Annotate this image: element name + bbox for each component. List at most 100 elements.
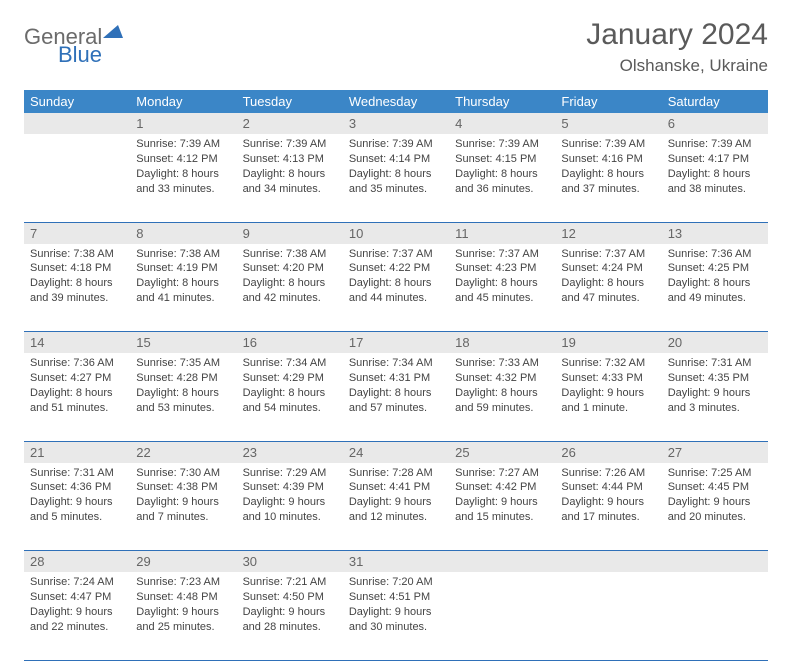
daylight-text: Daylight: 8 hours and 41 minutes.	[136, 276, 230, 306]
day-number: 18	[449, 332, 555, 354]
day-number: 3	[343, 113, 449, 134]
daylight-text: Daylight: 9 hours and 22 minutes.	[30, 605, 124, 635]
title-block: January 2024 Olshanske, Ukraine	[586, 18, 768, 76]
day-number: 15	[130, 332, 236, 354]
daylight-text: Daylight: 9 hours and 5 minutes.	[30, 495, 124, 525]
day-number: 25	[449, 441, 555, 463]
location: Olshanske, Ukraine	[586, 56, 768, 76]
daylight-text: Daylight: 8 hours and 53 minutes.	[136, 386, 230, 416]
day-cell: Sunrise: 7:38 AMSunset: 4:20 PMDaylight:…	[237, 244, 343, 332]
day-cell: Sunrise: 7:23 AMSunset: 4:48 PMDaylight:…	[130, 572, 236, 660]
day-cell: Sunrise: 7:39 AMSunset: 4:12 PMDaylight:…	[130, 134, 236, 222]
sunrise-text: Sunrise: 7:27 AM	[455, 466, 549, 481]
sunrise-text: Sunrise: 7:33 AM	[455, 356, 549, 371]
day-cell: Sunrise: 7:35 AMSunset: 4:28 PMDaylight:…	[130, 353, 236, 441]
day-number: 19	[555, 332, 661, 354]
day-number: 20	[662, 332, 768, 354]
sunrise-text: Sunrise: 7:21 AM	[243, 575, 337, 590]
sunset-text: Sunset: 4:48 PM	[136, 590, 230, 605]
daylight-text: Daylight: 9 hours and 3 minutes.	[668, 386, 762, 416]
day-cell: Sunrise: 7:38 AMSunset: 4:18 PMDaylight:…	[24, 244, 130, 332]
daylight-text: Daylight: 8 hours and 37 minutes.	[561, 167, 655, 197]
weekday-header: Tuesday	[237, 90, 343, 113]
weekday-header: Friday	[555, 90, 661, 113]
day-number: 16	[237, 332, 343, 354]
sunset-text: Sunset: 4:12 PM	[136, 152, 230, 167]
day-cell: Sunrise: 7:37 AMSunset: 4:24 PMDaylight:…	[555, 244, 661, 332]
weekday-header: Wednesday	[343, 90, 449, 113]
day-number: 13	[662, 222, 768, 244]
header: General Blue January 2024 Olshanske, Ukr…	[24, 18, 768, 76]
day-number: 5	[555, 113, 661, 134]
sunset-text: Sunset: 4:13 PM	[243, 152, 337, 167]
daylight-text: Daylight: 8 hours and 34 minutes.	[243, 167, 337, 197]
day-cell	[662, 572, 768, 660]
day-cell: Sunrise: 7:37 AMSunset: 4:23 PMDaylight:…	[449, 244, 555, 332]
day-number: 7	[24, 222, 130, 244]
day-body-row: Sunrise: 7:36 AMSunset: 4:27 PMDaylight:…	[24, 353, 768, 441]
daylight-text: Daylight: 8 hours and 39 minutes.	[30, 276, 124, 306]
weekday-header: Sunday	[24, 90, 130, 113]
day-cell: Sunrise: 7:20 AMSunset: 4:51 PMDaylight:…	[343, 572, 449, 660]
daylight-text: Daylight: 8 hours and 49 minutes.	[668, 276, 762, 306]
logo-text-blue: Blue	[58, 42, 123, 68]
sunrise-text: Sunrise: 7:31 AM	[668, 356, 762, 371]
day-number: 10	[343, 222, 449, 244]
day-number-row: 21222324252627	[24, 441, 768, 463]
day-cell: Sunrise: 7:21 AMSunset: 4:50 PMDaylight:…	[237, 572, 343, 660]
day-cell: Sunrise: 7:38 AMSunset: 4:19 PMDaylight:…	[130, 244, 236, 332]
day-cell: Sunrise: 7:30 AMSunset: 4:38 PMDaylight:…	[130, 463, 236, 551]
daylight-text: Daylight: 8 hours and 35 minutes.	[349, 167, 443, 197]
sunrise-text: Sunrise: 7:26 AM	[561, 466, 655, 481]
daylight-text: Daylight: 9 hours and 20 minutes.	[668, 495, 762, 525]
day-cell	[449, 572, 555, 660]
sunrise-text: Sunrise: 7:32 AM	[561, 356, 655, 371]
sunrise-text: Sunrise: 7:30 AM	[136, 466, 230, 481]
sunset-text: Sunset: 4:41 PM	[349, 480, 443, 495]
sunset-text: Sunset: 4:25 PM	[668, 261, 762, 276]
daylight-text: Daylight: 8 hours and 44 minutes.	[349, 276, 443, 306]
daylight-text: Daylight: 9 hours and 12 minutes.	[349, 495, 443, 525]
sunset-text: Sunset: 4:38 PM	[136, 480, 230, 495]
day-cell: Sunrise: 7:36 AMSunset: 4:27 PMDaylight:…	[24, 353, 130, 441]
weekday-header-row: Sunday Monday Tuesday Wednesday Thursday…	[24, 90, 768, 113]
day-body-row: Sunrise: 7:39 AM Sunset: 4:12 PM Daylight:…	[24, 134, 768, 222]
day-number: 9	[237, 222, 343, 244]
day-cell: Sunrise: 7:31 AMSunset: 4:36 PMDaylight:…	[24, 463, 130, 551]
day-cell: Sunrise: 7:26 AMSunset: 4:44 PMDaylight:…	[555, 463, 661, 551]
day-number: 8	[130, 222, 236, 244]
sunset-text: Sunset: 4:27 PM	[30, 371, 124, 386]
daylight-text: Daylight: 8 hours and 59 minutes.	[455, 386, 549, 416]
day-number: 4	[449, 113, 555, 134]
day-cell: Sunrise: 7:34 AMSunset: 4:29 PMDaylight:…	[237, 353, 343, 441]
sunset-text: Sunset: 4:29 PM	[243, 371, 337, 386]
sunrise-text: Sunrise: 7:37 AM	[349, 247, 443, 262]
day-number: 11	[449, 222, 555, 244]
sunrise-text: Sunrise: 7:23 AM	[136, 575, 230, 590]
sunset-text: Sunset: 4:31 PM	[349, 371, 443, 386]
sunrise-text: Sunrise: 7:39 AM	[455, 137, 549, 152]
sunrise-text: Sunrise: 7:34 AM	[243, 356, 337, 371]
day-cell	[555, 572, 661, 660]
day-cell: Sunrise: 7:39 AMSunset: 4:13 PMDaylight:…	[237, 134, 343, 222]
day-number: 27	[662, 441, 768, 463]
triangle-icon	[103, 24, 123, 38]
daylight-text: Daylight: 9 hours and 15 minutes.	[455, 495, 549, 525]
day-number: 26	[555, 441, 661, 463]
daylight-text: Daylight: 8 hours and 38 minutes.	[668, 167, 762, 197]
day-number-row: 78910111213	[24, 222, 768, 244]
day-number	[449, 551, 555, 573]
sunrise-text: Sunrise: 7:39 AM	[668, 137, 762, 152]
day-number	[24, 113, 130, 134]
sunset-text: Sunset: 4:45 PM	[668, 480, 762, 495]
day-body-row: Sunrise: 7:24 AMSunset: 4:47 PMDaylight:…	[24, 572, 768, 660]
sunset-text: Sunset: 4:33 PM	[561, 371, 655, 386]
sunset-text: Sunset: 4:32 PM	[455, 371, 549, 386]
sunrise-text: Sunrise: 7:37 AM	[455, 247, 549, 262]
daylight-text: Daylight: 8 hours and 42 minutes.	[243, 276, 337, 306]
sunrise-text: Sunrise: 7:35 AM	[136, 356, 230, 371]
day-number: 12	[555, 222, 661, 244]
sunrise-text: Sunrise: 7:38 AM	[243, 247, 337, 262]
day-number: 23	[237, 441, 343, 463]
sunset-text: Sunset: 4:47 PM	[30, 590, 124, 605]
